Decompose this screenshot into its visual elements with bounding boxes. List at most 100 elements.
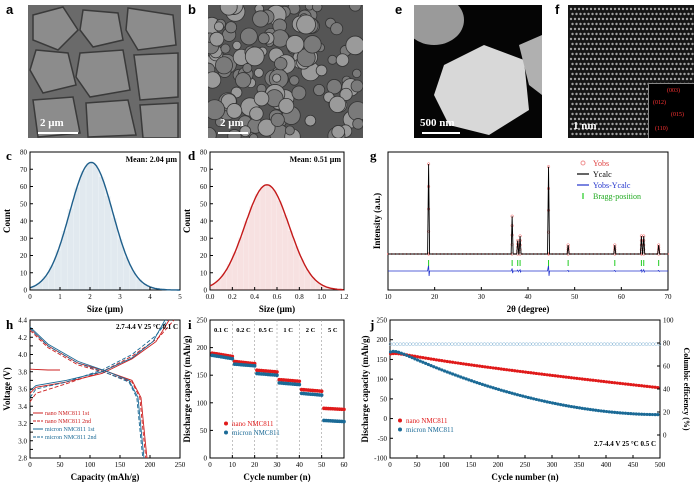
lattice-atom [637, 67, 641, 71]
data-point [230, 356, 235, 361]
lattice-atom [629, 67, 633, 71]
lattice-atom [621, 117, 625, 121]
lattice-atom [629, 107, 633, 111]
lattice-atom [613, 57, 617, 61]
sem-particle [253, 68, 264, 78]
x-axis-label: Cycle number (n) [491, 472, 558, 482]
y-tick-label: 100 [377, 376, 388, 384]
lattice-atom [653, 57, 657, 61]
lattice-atom [579, 32, 582, 36]
lattice-atom [647, 42, 650, 46]
lattice-atom [601, 27, 605, 31]
efficiency-point [563, 342, 568, 346]
data-point [526, 370, 530, 375]
sem-particle [315, 64, 328, 77]
efficiency-point [576, 342, 581, 346]
lattice-atom [581, 97, 585, 101]
lattice-atom [639, 32, 642, 36]
histogram-bar [221, 273, 227, 290]
lattice-atom [627, 22, 630, 26]
data-point [575, 405, 579, 410]
lattice-atom [661, 57, 665, 61]
lattice-atom [639, 102, 642, 106]
sem-particle [328, 95, 346, 113]
lattice-atom [611, 12, 614, 16]
lattice-atom [577, 57, 581, 61]
efficiency-point [625, 342, 629, 346]
lattice-atom [691, 52, 694, 56]
rate-label: 0.2 C [236, 327, 251, 334]
data-point [459, 361, 463, 366]
lattice-atom [685, 77, 689, 81]
lattice-atom [591, 122, 594, 126]
panel-label-d: d [188, 148, 196, 163]
lattice-atom [573, 47, 577, 51]
yobs-point [613, 250, 617, 254]
histogram-bar [92, 165, 99, 290]
lattice-atom [625, 77, 629, 81]
x-tick-label: 250 [175, 461, 186, 469]
lattice-atom [573, 17, 577, 21]
data-point [391, 351, 395, 356]
lattice-atom [599, 72, 602, 76]
lattice-atom [605, 77, 609, 81]
lattice-atom [649, 17, 653, 21]
scale-label-b: 2 μm [220, 117, 244, 129]
efficiency-point [641, 342, 646, 346]
y-tick-label: 3.8 [18, 368, 27, 376]
lattice-atom [629, 57, 633, 61]
lattice-atom [659, 62, 662, 66]
lattice-atom [621, 17, 625, 21]
data-point [464, 362, 468, 366]
lattice-atom [605, 97, 609, 101]
lattice-atom [569, 67, 573, 71]
lattice-atom [627, 32, 630, 36]
annotation: 2.7-4.4 V 25 °C 0.1 C [116, 323, 178, 331]
data-point [445, 359, 449, 364]
lattice-atom [595, 62, 598, 66]
difference-line [388, 264, 668, 277]
lattice-atom [685, 47, 689, 51]
lattice-atom [619, 62, 622, 66]
lattice-atom [583, 52, 586, 56]
y-tick-label: 3.0 [18, 437, 27, 445]
lattice-atom [587, 112, 590, 116]
x-tick-label: 1 [58, 293, 62, 301]
lattice-atom [569, 57, 573, 61]
lattice-atom [613, 37, 617, 41]
data-point [319, 389, 324, 394]
data-point [548, 400, 552, 405]
lattice-atom [585, 7, 589, 11]
lattice-atom [663, 32, 666, 36]
lattice-atom [667, 12, 670, 16]
lattice-atom [605, 127, 609, 131]
sem-particle [304, 114, 317, 127]
y-tick-label: 0 [204, 455, 208, 463]
sem-particle [352, 68, 362, 79]
lattice-atom [585, 117, 589, 121]
y-tick-label: 100 [663, 317, 674, 325]
lattice-atom [583, 102, 586, 106]
data-point [559, 402, 563, 407]
data-point [637, 383, 641, 388]
data-point [653, 412, 657, 417]
voltage-curve [29, 319, 175, 403]
x-tick-label: 0 [28, 293, 32, 301]
data-point [456, 374, 460, 378]
data-point [645, 384, 649, 388]
data-point [488, 365, 493, 370]
efficiency-point [586, 342, 590, 346]
efficiency-point [599, 342, 603, 346]
y-axis-label: Count [182, 209, 192, 233]
lattice-atom [633, 47, 637, 51]
data-point [405, 353, 409, 357]
y-tick-label: 3.4 [18, 403, 27, 411]
data-point [442, 369, 447, 373]
lattice-atom [643, 62, 646, 66]
lattice-atom [637, 97, 641, 101]
data-point [494, 366, 498, 370]
lattice-atom [593, 127, 597, 131]
data-point [553, 374, 557, 378]
lattice-atom [631, 52, 634, 56]
histogram-bar [73, 187, 80, 290]
